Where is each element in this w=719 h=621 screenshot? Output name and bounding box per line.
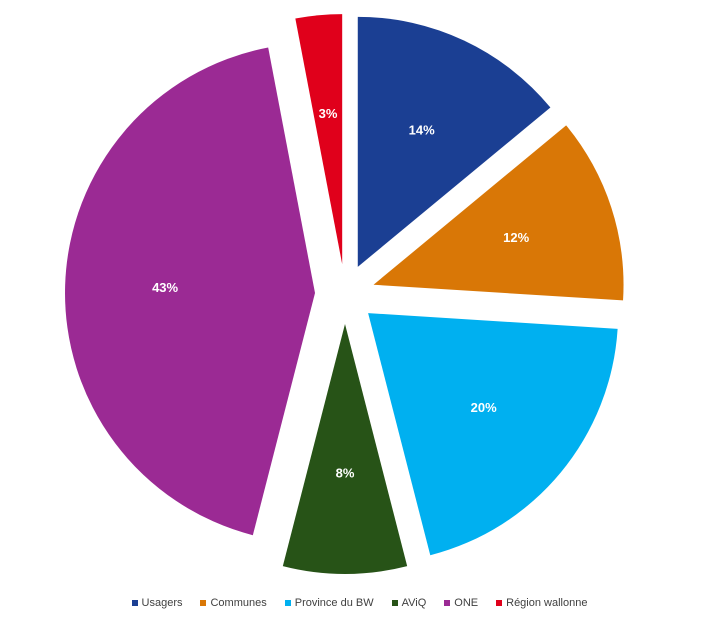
legend-swatch	[391, 600, 398, 606]
legend-swatch	[444, 600, 451, 606]
legend-swatch	[131, 600, 138, 606]
pie-svg: 14% 12% 20% 8% 43% 3%	[65, 14, 624, 575]
pie-slice-usagers	[357, 16, 551, 267]
data-label: 20%	[471, 400, 497, 415]
pie-slice-province-du-bw	[368, 313, 618, 556]
legend-item: Communes	[200, 597, 267, 609]
legend-label: Communes	[210, 597, 267, 609]
data-label: 8%	[336, 465, 355, 480]
legend-swatch	[496, 600, 503, 606]
pie-slice-communes	[373, 125, 624, 301]
legend-item: ONE	[444, 597, 478, 609]
legend-label: Région wallonne	[506, 597, 588, 609]
legend-item: AViQ	[391, 597, 427, 609]
legend-item: Province du BW	[284, 597, 374, 609]
legend-label: Province du BW	[294, 597, 374, 609]
legend-swatch	[284, 600, 291, 606]
legend-label: ONE	[454, 597, 479, 609]
data-label: 14%	[409, 123, 435, 138]
legend-label: Usagers	[141, 597, 183, 609]
legend-item: Usagers	[131, 597, 183, 609]
data-label: 43%	[152, 280, 178, 295]
pie-slice-aviq	[282, 324, 408, 575]
pie-slice-r-gion-wallonne	[295, 14, 343, 265]
legend-item: Région wallonne	[496, 597, 587, 609]
pie-slice-one	[65, 47, 316, 536]
legend-swatch	[200, 600, 207, 606]
legend-label: AViQ	[401, 597, 427, 609]
data-label: 12%	[503, 230, 529, 245]
legend: Usagers Communes Province du BW AViQ ONE Régi…	[0, 597, 719, 609]
data-label: 3%	[319, 106, 338, 121]
